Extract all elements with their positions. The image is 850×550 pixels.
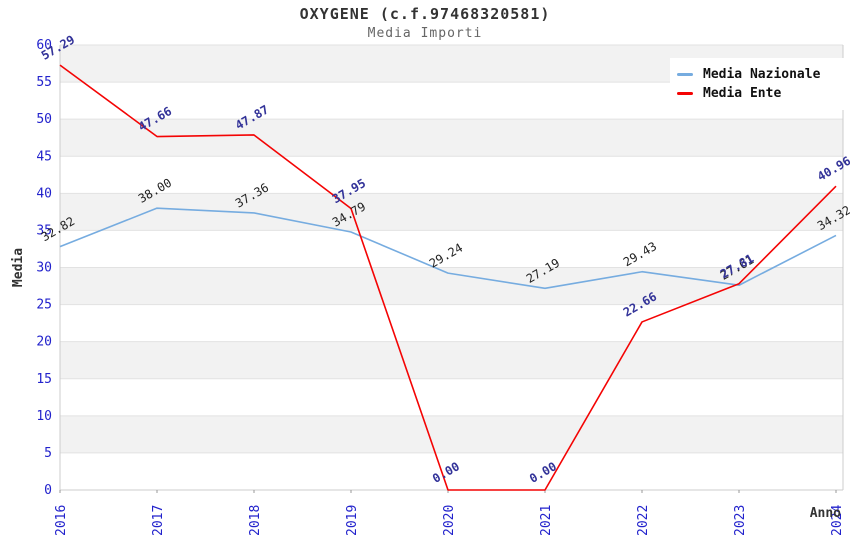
plot-band <box>60 156 843 194</box>
y-tick-label: 35 <box>36 223 52 238</box>
y-tick-label: 45 <box>36 149 52 164</box>
y-tick-label: 25 <box>36 298 52 313</box>
legend-item-media-nazionale: Media Nazionale <box>677 65 846 84</box>
media-ente-line <box>59 64 837 491</box>
x-tick-label: 2024 <box>830 505 845 536</box>
legend-label-media-nazionale: Media Nazionale <box>703 67 821 82</box>
x-tick-label: 2020 <box>442 505 457 536</box>
x-tick-label: 2019 <box>345 505 360 536</box>
plot-band <box>60 304 843 342</box>
plot-band <box>60 230 843 268</box>
plot-band <box>60 452 843 490</box>
legend-item-media-ente: Media Ente <box>677 84 846 103</box>
x-tick-label: 2023 <box>733 505 748 536</box>
x-tick-label: 2022 <box>636 505 651 536</box>
y-tick-label: 15 <box>36 372 52 387</box>
y-tick-label: 30 <box>36 261 52 276</box>
plot-band <box>60 341 843 379</box>
x-axis-title: Anno <box>810 506 841 521</box>
legend-label-media-ente: Media Ente <box>703 86 782 101</box>
y-tick-label: 50 <box>36 112 52 127</box>
y-axis-title: Media <box>11 248 26 287</box>
plot-band <box>60 415 843 453</box>
y-tick-label: 60 <box>36 38 52 53</box>
y-tick-label: 5 <box>44 446 52 461</box>
chart-title: OXYGENE (c.f.97468320581) <box>299 5 551 23</box>
y-tick-label: 10 <box>36 409 52 424</box>
x-tick-label: 2021 <box>539 505 554 536</box>
x-tick-label: 2017 <box>151 505 166 536</box>
chart-subtitle: Media Importi <box>367 26 483 41</box>
y-tick-label: 20 <box>36 335 52 350</box>
media-nazionale-line <box>59 207 837 290</box>
y-tick-label: 55 <box>36 75 52 90</box>
legend-swatch-nazionale-icon <box>677 73 693 76</box>
legend: Media Nazionale Media Ente <box>670 58 846 110</box>
y-tick-label: 40 <box>36 186 52 201</box>
y-tick-label: 0 <box>44 483 52 498</box>
plot-band <box>60 378 843 416</box>
plot-band <box>60 193 843 231</box>
legend-swatch-ente-icon <box>677 92 693 95</box>
x-tick-label: 2016 <box>54 505 69 536</box>
x-tick-label: 2018 <box>248 505 263 536</box>
plot-band <box>60 119 843 157</box>
